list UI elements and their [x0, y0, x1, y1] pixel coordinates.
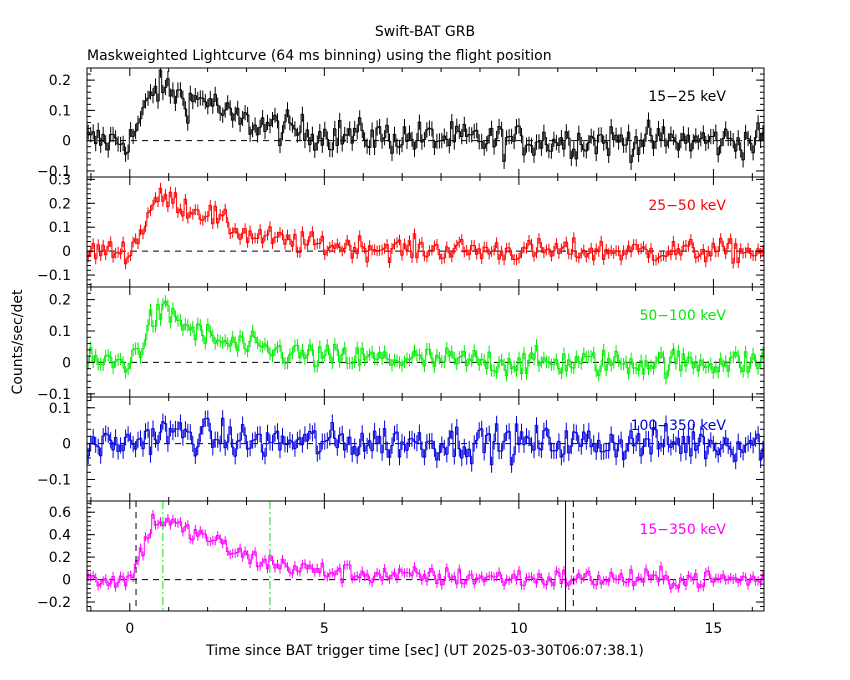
series-line-0	[87, 68, 764, 170]
y-tick-label: −0.2	[37, 595, 71, 611]
y-tick-label: 0	[62, 355, 71, 371]
x-tick-label: 0	[125, 621, 134, 637]
series-line-2	[87, 295, 764, 385]
panel-1: −0.1 0 0.1 0.2 0.3 25−50 keV	[37, 172, 765, 288]
panel-frame	[86, 500, 765, 612]
panels-group: −0.1 0 0.1 0.2 15−25 keV −0.1 0 0.1 0.2 0.3 25−50 …	[37, 67, 765, 637]
panel-frame	[86, 176, 765, 288]
panel-label: 25−50 keV	[648, 198, 726, 214]
panel-frame	[86, 286, 765, 398]
chart-subtitle: Maskweighted Lightcurve (64 ms binning) …	[87, 48, 552, 64]
y-tick-label: −0.1	[37, 268, 71, 284]
y-tick-label: 0.6	[49, 505, 71, 521]
panel-3: −0.1 0 0.1 100−350 keV	[37, 396, 765, 502]
y-tick-label: 0.3	[49, 172, 71, 188]
panel-label: 50−100 keV	[639, 308, 726, 324]
x-tick-label: 10	[510, 621, 528, 637]
y-tick-label: 0	[62, 244, 71, 260]
y-tick-label: 0.1	[49, 103, 71, 119]
y-tick-label: −0.1	[37, 387, 71, 403]
panel-4: −0.2 0 0.2 0.4 0.6 15−350 keV	[37, 500, 765, 612]
y-tick-label: 0.1	[49, 401, 71, 417]
y-tick-label: 0.2	[49, 73, 71, 89]
panel-label: 15−25 keV	[648, 89, 726, 105]
x-axis-label: Time since BAT trigger time [sec] (UT 20…	[205, 643, 644, 659]
y-tick-label: 0.2	[49, 196, 71, 212]
y-tick-label: 0.1	[49, 324, 71, 340]
y-tick-label: −0.1	[37, 472, 71, 488]
panel-2: −0.1 0 0.1 0.2 50−100 keV	[37, 286, 765, 403]
x-tick-label: 15	[705, 621, 723, 637]
panel-0: −0.1 0 0.1 0.2 15−25 keV	[37, 67, 765, 180]
y-tick-label: −0.1	[37, 164, 71, 180]
y-tick-label: 0.2	[49, 293, 71, 309]
y-tick-label: 0	[62, 437, 71, 453]
series-line-1	[87, 182, 764, 270]
series-line-3	[87, 410, 764, 473]
y-tick-label: 0	[62, 573, 71, 589]
y-tick-label: 0.4	[49, 528, 71, 544]
series-line-4	[87, 509, 764, 594]
y-tick-label: 0	[62, 134, 71, 150]
y-tick-label: 0.2	[49, 550, 71, 566]
chart-title: Swift-BAT GRB	[375, 24, 475, 40]
panel-frame	[86, 67, 765, 178]
y-axis-label: Counts/sec/det	[10, 289, 26, 394]
panel-label: 15−350 keV	[639, 522, 726, 538]
x-tick-label: 5	[320, 621, 329, 637]
y-tick-label: 0.1	[49, 220, 71, 236]
panel-label: 100−350 keV	[631, 418, 727, 434]
